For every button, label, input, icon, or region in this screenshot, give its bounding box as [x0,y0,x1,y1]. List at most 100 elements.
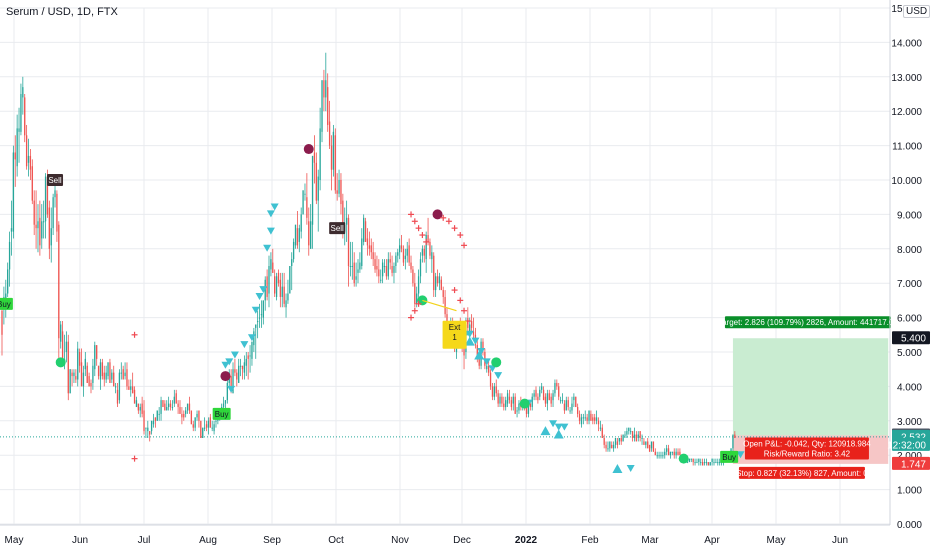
candle-body [652,441,655,452]
price-axis-badge [892,331,930,345]
candle-body [440,279,442,291]
teal-triangle-marker [230,351,239,359]
candle-body [541,386,543,390]
x-tick-label: Nov [391,535,409,546]
candle-body [279,279,282,297]
candle-body [88,376,90,387]
signal-label-sell [47,174,64,186]
candle-body [82,372,85,387]
candle-body [554,382,556,394]
candle-body [300,214,302,232]
candle-body [573,396,575,401]
candle-body [336,190,338,194]
candle-body [291,259,293,266]
candle-body [567,400,569,408]
candle-body [730,448,732,452]
candle-body [238,365,240,383]
teal-triangle-marker [259,286,268,294]
candle-body [8,241,11,270]
currency-badge[interactable]: USD [903,5,931,18]
candle-body [277,272,280,284]
candle-body [715,462,717,464]
candle-body [44,176,47,222]
teal-triangle-marker [482,358,491,366]
candle-body [582,417,585,419]
candle-body [33,200,35,225]
candle-body [209,417,211,428]
candle-body [260,314,263,316]
candle-body [501,396,503,404]
x-tick-label: Sep [263,535,281,546]
candle-body [149,431,151,435]
candle-body [249,355,251,357]
teal-up-triangle-marker [540,426,551,436]
candle-body [61,331,64,359]
y-tick-label: 5.000 [897,348,922,359]
candle-body [381,262,384,277]
candle-body [395,255,397,266]
candle-body [205,424,208,428]
candle-body [630,431,632,433]
candle-body [128,386,130,390]
candle-body [510,400,513,408]
candle-body [332,131,335,170]
candle-body [660,455,662,457]
candle-body [253,331,255,346]
candle-body [584,417,586,419]
candle-body [664,451,666,456]
candle-body [487,365,490,373]
time-axis[interactable]: May Jun Jul Aug Sep Oct Nov Dec 2022 Feb Mar Apr May… [0,524,890,546]
teal-triangle-marker [227,385,236,393]
candle-body [363,217,365,242]
price-axis[interactable]: 0.000 1.000 2.000 3.000 4.000 5.000 6.000 7.000… [887,0,930,531]
teal-triangle-marker [465,330,474,338]
candle-body [662,455,664,457]
candle-body [525,407,528,414]
position-labels: Target: 2.826 (109.79%) 2826, Amount: 44… [718,316,898,479]
candle-body [86,365,88,383]
teal-triangle-marker [549,420,558,428]
candle-body [357,269,359,273]
candle-body [433,255,435,291]
candle-body [42,221,45,223]
candle-body [648,444,651,452]
chart-title: Serum / USD, 1D, FTX [6,6,118,18]
candle-body [135,400,138,408]
candle-body [387,259,389,277]
candle-body [393,266,395,273]
candle-body [190,410,193,425]
candle-body [241,365,244,370]
candle-body [690,458,692,460]
candle-body [41,221,43,239]
signal-label-text: Sell [330,224,344,233]
candle-body [647,441,649,449]
x-tick-label: 2022 [515,535,538,546]
candle-body [20,94,22,132]
candle-body [734,434,736,438]
candle-body [169,403,172,408]
price-axis-badge-text: 5.400 [901,334,926,345]
candle-body [571,403,573,411]
candle-body [266,276,268,297]
candle-body [154,417,157,421]
candle-body [558,386,560,397]
candle-body [255,324,257,328]
candle-body [99,362,102,380]
candle-body [719,462,721,464]
candle-body [495,386,497,394]
teal-triangle-marker [736,451,745,459]
y-tick-label: 1.000 [897,486,922,497]
x-tick-label: Feb [581,535,599,546]
candle-body [77,348,79,380]
x-tick-label: Apr [704,535,720,546]
candle-body [378,269,380,277]
candle-body [645,441,647,445]
teal-up-triangle-marker [553,429,564,439]
candle-body [16,128,18,167]
candle-body [364,221,367,242]
signal-label-buy [0,297,13,310]
maroon-circle-marker [303,144,314,155]
candle-body [565,400,567,411]
